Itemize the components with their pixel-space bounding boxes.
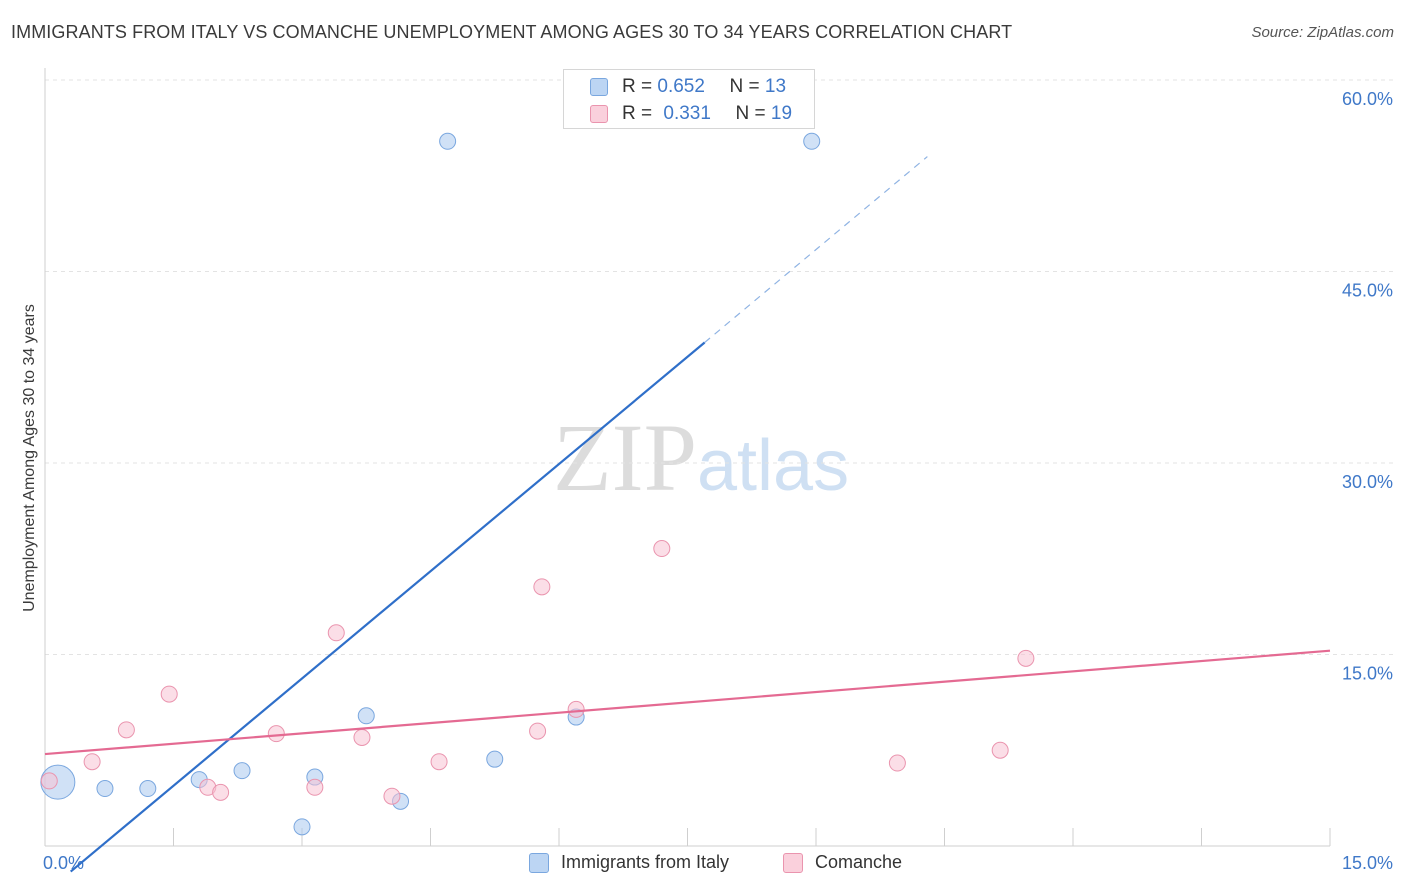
italy-point bbox=[486, 750, 504, 768]
comanche-point bbox=[83, 753, 101, 771]
comanche-point bbox=[888, 754, 906, 772]
y-tick-label: 60.0% bbox=[1342, 89, 1393, 109]
comanche-point bbox=[533, 578, 551, 596]
comanche-point bbox=[991, 741, 1009, 759]
comanche-point bbox=[529, 722, 547, 740]
chart-title: IMMIGRANTS FROM ITALY VS COMANCHE UNEMPL… bbox=[11, 22, 1013, 42]
comanche-point bbox=[327, 624, 345, 642]
legend-r-value-italy: 0.652 bbox=[657, 76, 705, 97]
bottom-legend-label-comanche: Comanche bbox=[815, 852, 903, 872]
comanche-point bbox=[117, 721, 135, 739]
legend-n-label: N = bbox=[729, 76, 760, 97]
source-credit: Source: ZipAtlas.com bbox=[1251, 24, 1394, 41]
comanche-point bbox=[430, 753, 448, 771]
comanche-trend-line bbox=[44, 649, 1331, 756]
legend-swatch-comanche bbox=[590, 105, 608, 123]
comanche-point bbox=[383, 787, 401, 805]
legend-r-label: R = bbox=[622, 103, 653, 124]
watermark: ZIPatlas bbox=[553, 404, 849, 511]
legend-r-value-comanche: 0.331 bbox=[663, 103, 711, 124]
legend-n-value-italy: 13 bbox=[764, 76, 787, 97]
comanche-point bbox=[1017, 649, 1035, 667]
italy-point bbox=[139, 780, 157, 798]
comanche-point bbox=[306, 778, 324, 796]
x-tick-label: 0.0% bbox=[43, 853, 84, 873]
comanche-point bbox=[212, 783, 230, 801]
legend-n-value-comanche: 19 bbox=[770, 103, 793, 124]
comanche-point bbox=[567, 700, 585, 718]
italy-point bbox=[233, 762, 251, 780]
legend-r-label: R = bbox=[622, 76, 653, 97]
italy-trend-extension bbox=[704, 156, 928, 343]
bottom-legend-swatch-comanche bbox=[783, 853, 803, 873]
comanche-point bbox=[353, 728, 371, 746]
italy-point bbox=[96, 780, 114, 798]
comanche-point bbox=[40, 772, 58, 790]
x-tick-label: 15.0% bbox=[1342, 853, 1393, 873]
legend-n-label: N = bbox=[735, 103, 766, 124]
bottom-legend-label-italy: Immigrants from Italy bbox=[561, 852, 730, 872]
correlation-legend: R = 0.652 N = 13 R = 0.331 N = 19 bbox=[563, 69, 815, 129]
italy-point bbox=[439, 132, 457, 150]
comanche-point bbox=[267, 725, 285, 743]
bottom-legend-swatch-italy bbox=[529, 853, 549, 873]
legend-swatch-italy bbox=[590, 78, 608, 96]
italy-point bbox=[803, 132, 821, 150]
italy-point bbox=[293, 818, 311, 836]
y-tick-label: 45.0% bbox=[1342, 281, 1393, 301]
italy-trend-line bbox=[69, 341, 706, 873]
italy-point bbox=[357, 707, 375, 725]
comanche-point bbox=[653, 540, 671, 558]
comanche-point bbox=[160, 685, 178, 703]
y-tick-label: 15.0% bbox=[1342, 664, 1393, 684]
y-tick-label: 30.0% bbox=[1342, 472, 1393, 492]
